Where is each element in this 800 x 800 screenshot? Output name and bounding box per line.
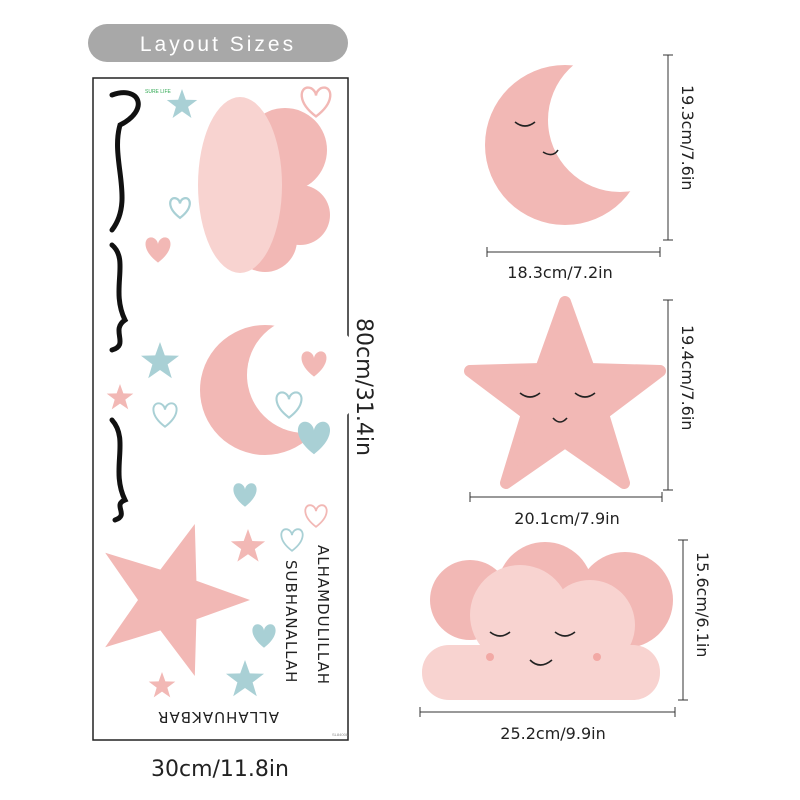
arabic-calligraphy	[109, 90, 141, 523]
cloud-height-label: 15.6cm/6.1in	[693, 552, 712, 657]
moon-piece	[485, 48, 692, 225]
word-subhanallah: SUBHANALLAH	[282, 560, 300, 683]
brand-logo: SURE LIFE	[145, 89, 172, 95]
cloud-decal	[198, 97, 330, 273]
layout-sizes-badge: Layout Sizes	[88, 24, 348, 62]
moon-dimension-lines	[486, 54, 673, 257]
sheet-height-label: 80cm/31.4in	[351, 318, 376, 456]
word-alhamdulillah: ALHAMDULILLAH	[314, 545, 332, 685]
header-title: Layout Sizes	[140, 33, 296, 56]
moon-width-label: 18.3cm/7.2in	[507, 263, 612, 282]
star-height-label: 19.4cm/7.6in	[678, 325, 697, 430]
star-piece	[470, 302, 660, 483]
product-code: SL84008	[332, 732, 349, 737]
star-dimension-lines	[469, 299, 673, 502]
moon-height-label: 19.3cm/7.6in	[678, 85, 697, 190]
moon-decal	[200, 317, 363, 455]
cloud-dimension-lines	[419, 539, 688, 717]
decal-sheet: SURE LIFE SL84008	[92, 77, 363, 741]
cloud-width-label: 25.2cm/9.9in	[500, 724, 605, 743]
star-width-label: 20.1cm/7.9in	[514, 509, 619, 528]
cloud-piece	[422, 542, 673, 700]
word-allahuakbar: ALLAHUAKBAR	[157, 708, 279, 726]
sheet-width-label: 30cm/11.8in	[151, 757, 289, 782]
